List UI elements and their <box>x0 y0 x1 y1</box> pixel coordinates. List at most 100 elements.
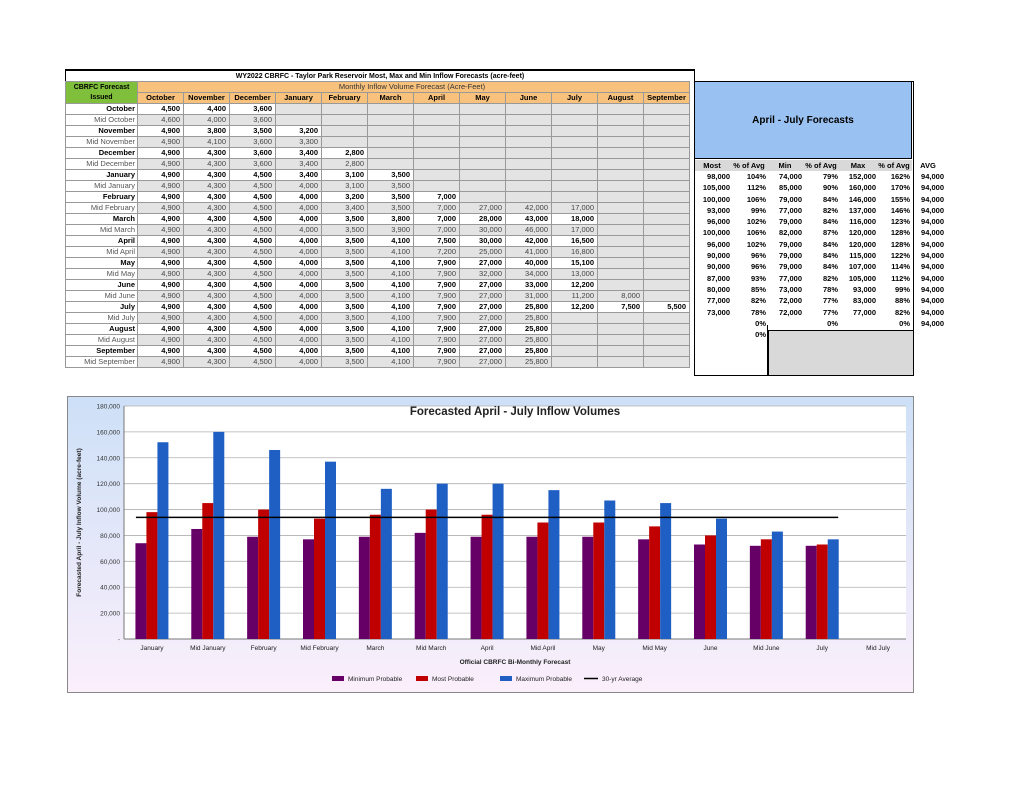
bar-maximum-probable <box>660 503 672 639</box>
table-cell <box>551 191 598 203</box>
table-cell: 4,100 <box>367 279 414 291</box>
apj-row: 98,000 104% 74,000 79% 152,000 162% 94,000 <box>694 171 946 182</box>
table-cell: 4,500 <box>229 312 276 324</box>
table-cell <box>321 125 368 137</box>
apj-cell <box>694 329 732 340</box>
apj-cell: 94,000 <box>921 307 944 317</box>
table-cell: 3,400 <box>321 202 368 214</box>
bar-most-probable <box>481 514 493 639</box>
table-cell: 4,600 <box>137 114 184 126</box>
apj-cell: 94,000 <box>921 262 944 272</box>
table-cell <box>459 136 506 148</box>
apj-cell: 94,000 <box>921 284 944 294</box>
table-cell: 4,500 <box>229 191 276 203</box>
table-cell <box>321 114 368 126</box>
table-cell: 25,800 <box>505 334 552 346</box>
table-cell: 4,900 <box>137 224 184 236</box>
table-cell: 2,800 <box>321 158 368 170</box>
apj-cell: 78% <box>822 284 838 294</box>
table-cell <box>505 125 552 137</box>
table-cell: 3,100 <box>321 180 368 192</box>
table-cell: 4,000 <box>275 290 322 302</box>
table-cell: 4,500 <box>229 356 276 368</box>
table-cell: 4,500 <box>229 224 276 236</box>
table-cell: 3,500 <box>321 323 368 335</box>
table-cell: 32,000 <box>459 268 506 280</box>
table-cell: 46,000 <box>505 224 552 236</box>
table-cell: 4,500 <box>229 268 276 280</box>
apj-cell: 87% <box>822 228 838 238</box>
table-cell: 4,100 <box>367 345 414 357</box>
table-cell: 4,100 <box>367 301 414 313</box>
table-row: Mid May 4,900 4,300 4,500 4,000 3,500 4,100 7,9… <box>65 268 690 280</box>
table-cell: 7,500 <box>597 301 644 313</box>
table-cell: 7,900 <box>413 312 460 324</box>
apj-cell: 115,000 <box>849 251 876 261</box>
table-cell: 7,200 <box>413 246 460 258</box>
table-cell: 7,900 <box>413 279 460 291</box>
table-cell <box>413 180 460 192</box>
table-cell: 4,000 <box>275 334 322 346</box>
table-cell: 7,000 <box>413 213 460 225</box>
table-cell <box>551 334 598 346</box>
apj-empty-panel <box>768 330 914 376</box>
bar-minimum-probable <box>526 536 538 639</box>
table-cell: 4,900 <box>137 213 184 225</box>
table-cell: 4,000 <box>275 279 322 291</box>
apj-cell: 73,000 <box>707 307 730 317</box>
table-cell: 17,000 <box>551 224 598 236</box>
monthly-header: Monthly Inflow Volume Forecast (Acre-Fee… <box>137 81 690 93</box>
table-cell: 7,900 <box>413 301 460 313</box>
table-cell <box>597 323 644 335</box>
table-cell: 3,600 <box>229 136 276 148</box>
apj-header: Min <box>768 160 804 172</box>
apj-cell: 84% <box>822 217 838 227</box>
apj-cell: 99% <box>750 205 766 215</box>
table-cell: 3,600 <box>229 114 276 126</box>
table-cell: 4,000 <box>275 257 322 269</box>
table-cell <box>551 114 598 126</box>
table-row: July 4,900 4,300 4,500 4,000 3,500 4,100 7,900 2… <box>65 301 690 313</box>
table-cell: 3,500 <box>321 301 368 313</box>
y-tick-label: 20,000 <box>100 611 120 618</box>
apj-row: 87,000 93% 77,000 82% 105,000 112% 94,000 <box>694 273 946 284</box>
row-label: Mid January <box>65 180 138 192</box>
bar-minimum-probable <box>582 536 594 639</box>
table-row: Mid July 4,900 4,300 4,500 4,000 3,500 4,100 7,… <box>65 312 690 324</box>
table-cell <box>643 268 690 280</box>
table-cell: 4,900 <box>137 257 184 269</box>
apj-cell: 84% <box>822 262 838 272</box>
table-row: September 4,900 4,300 4,500 4,000 3,500 4,100 7… <box>65 345 690 357</box>
apj-cell: 79% <box>822 171 838 181</box>
table-cell: 12,200 <box>551 279 598 291</box>
apj-cell: 137,000 <box>848 205 876 215</box>
table-cell <box>597 158 644 170</box>
table-cell: 25,800 <box>505 356 552 368</box>
apj-cell: 79,000 <box>779 251 802 261</box>
table-cell: 4,000 <box>275 312 322 324</box>
table-cell: 4,000 <box>275 323 322 335</box>
table-cell: 4,900 <box>137 301 184 313</box>
apj-cell: 77% <box>822 307 838 317</box>
bar-maximum-probable <box>827 539 839 639</box>
plot-area <box>124 406 906 639</box>
apj-cell: 74,000 <box>779 171 802 181</box>
apj-table: Most% of Avg Min% of Avg Max% of Avg AVG 98,… <box>694 160 946 341</box>
table-cell <box>643 125 690 137</box>
table-cell <box>551 103 598 115</box>
table-cell: 4,300 <box>183 158 230 170</box>
apj-row: 77,000 82% 72,000 77% 83,000 88% 94,000 <box>694 296 946 307</box>
apj-cell: 79,000 <box>779 262 802 272</box>
table-cell <box>505 158 552 170</box>
table-cell <box>643 290 690 302</box>
apj-cell: 94,000 <box>921 296 944 306</box>
legend-label: Minimum Probable <box>348 676 403 683</box>
table-cell <box>643 323 690 335</box>
table-cell: 4,300 <box>183 224 230 236</box>
table-cell: 3,100 <box>321 169 368 181</box>
table-cell <box>643 114 690 126</box>
table-cell <box>643 312 690 324</box>
bar-minimum-probable <box>805 545 817 639</box>
bar-minimum-probable <box>303 539 314 639</box>
table-cell: 25,800 <box>505 312 552 324</box>
